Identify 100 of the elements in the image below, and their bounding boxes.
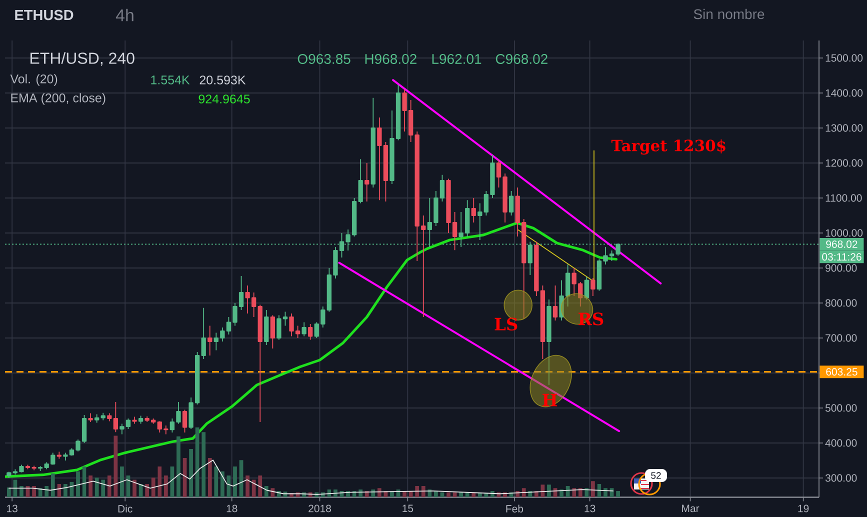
candlestick [132,416,137,424]
candlestick [364,162,370,202]
bar [151,478,156,498]
candlestick [38,466,43,472]
annotation: Vol. (20) [10,74,58,86]
bar [63,484,68,498]
candlestick [546,299,552,386]
annotation: 1.554K [151,76,190,84]
bar [233,466,237,498]
bar [20,486,24,498]
line-series [5,222,618,478]
annotation: EMA (200, close) [11,93,106,105]
candlestick [522,218,526,320]
candlestick [508,190,514,216]
candlestick [208,325,212,356]
y-tick-label: 300.00 [825,474,857,482]
candlestick [157,420,162,433]
bar [76,471,80,498]
x-tick-label: 18 [226,504,238,512]
ref-line-label: 603.25 [826,368,858,376]
candlestick [182,409,188,433]
candlestick [314,322,319,338]
x-tick-label: Mar [682,504,700,512]
bar [616,490,620,498]
y-tick-label: 900.00 [826,264,857,272]
bar [208,458,212,498]
annotation: H [542,394,558,406]
candlestick [358,158,363,204]
annotation: O963.85 [298,54,350,64]
text: 03:11:26 [822,253,862,261]
candlestick [320,306,326,328]
y-tick-label: 1500.00 [826,54,863,62]
candlestick [584,276,589,300]
y-tick-label: 800.00 [825,299,857,307]
bar [32,486,36,498]
bar [246,476,250,498]
bar [202,432,206,498]
bar [258,476,262,498]
annotation: RS [578,312,604,326]
bar [38,488,42,498]
bar [88,476,93,498]
x-tick-label: 19 [798,504,809,512]
candlestick [414,131,420,262]
annotation: 52 [651,472,661,479]
bar [264,486,268,498]
bar [220,471,224,498]
candlestick [421,215,426,318]
candlestick [138,415,144,424]
candlestick [590,278,596,296]
x-tick-label: 2018 [308,504,331,512]
candlestick [540,285,546,360]
bar [472,493,476,498]
bar [145,484,150,498]
candlestick [107,412,112,422]
candlestick [270,314,276,349]
x-tick-label: Feb [506,504,524,513]
bar [547,484,551,498]
candlestick [113,402,118,433]
x-tick-label: 13 [584,504,596,512]
candlestick [302,322,306,337]
candlestick [465,200,470,237]
bar [44,486,49,498]
y-tick-label: 1100.00 [826,194,862,202]
bar [421,486,426,498]
candlestick [56,451,62,460]
bar [566,486,570,498]
annotation: H968.02 [365,54,416,64]
bar [50,473,55,498]
ref-line-label: 968.02 [826,240,858,248]
annotation: Target 1230$ [611,139,726,155]
y-tick-label: 500.00 [825,404,857,412]
bar [270,488,275,498]
y-tick-label: 1300.00 [826,124,863,132]
y-tick-label: 1200.00 [826,159,863,167]
text: ETHUSD [15,10,74,20]
annotation: LS [494,318,518,331]
candlestick [534,241,539,296]
annotation: 20.593K [200,76,246,84]
text: 4h [116,8,134,22]
candlestick [552,285,558,321]
text: ETH/USD, 240 [30,52,134,66]
candlestick [478,202,482,240]
bar [590,481,595,498]
bar [120,466,124,498]
bar [584,488,589,498]
bar [446,492,450,498]
annotation: C968.02 [496,54,548,64]
x-tick-label: 13 [7,504,18,512]
bar [195,427,200,498]
candlestick [94,414,100,424]
bar [6,487,11,498]
y-tick-label: 1000.00 [826,229,863,237]
x-tick-label: 15 [402,504,414,512]
bar [189,448,193,498]
candlestick [264,310,269,346]
y-tick-label: 700.00 [826,334,857,342]
bar [101,480,106,498]
candlestick [258,304,262,422]
bar [132,480,136,498]
candlestick [50,452,56,466]
